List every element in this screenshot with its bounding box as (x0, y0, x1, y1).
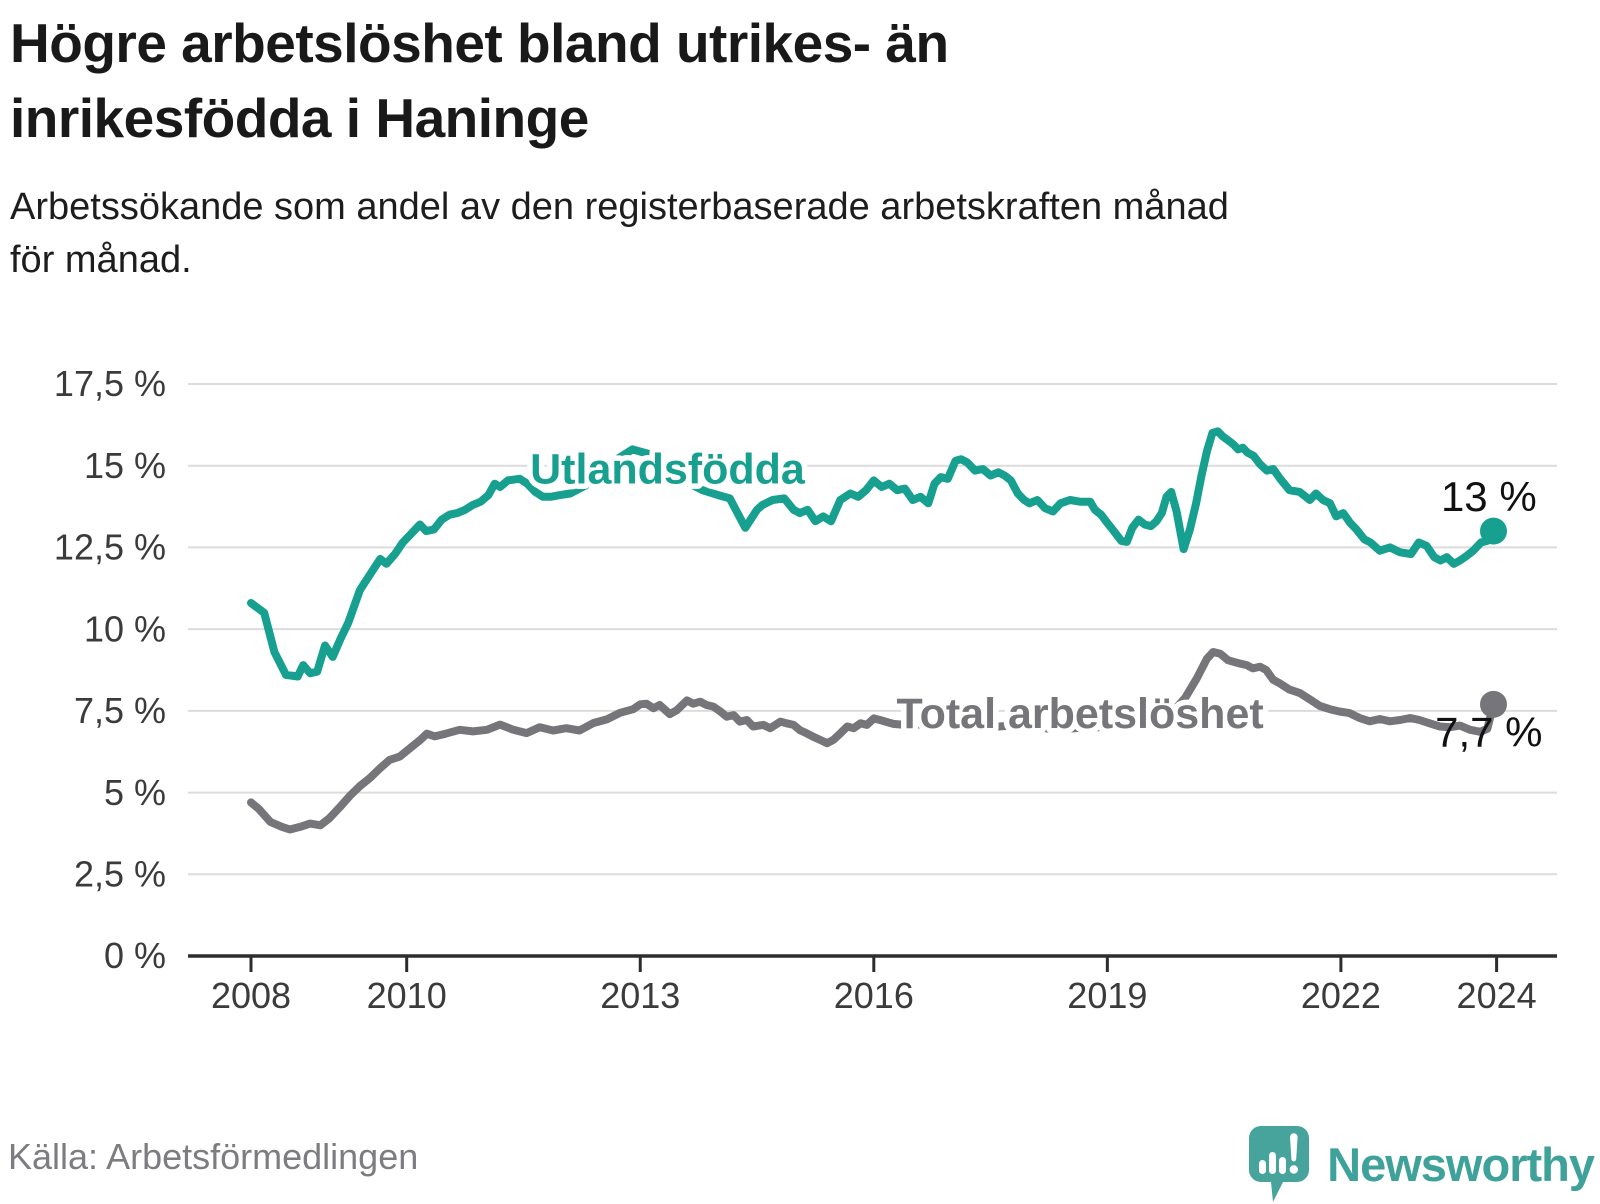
x-axis-tick-label: 2008 (211, 975, 291, 1016)
y-axis-tick-label: 7,5 % (74, 690, 166, 731)
chart-header: Högre arbetslöshet bland utrikes- än inr… (10, 6, 1570, 287)
total-label: Total arbetslöshet (897, 690, 1264, 738)
y-axis-tick-label: 15 % (84, 445, 166, 486)
page-title: Högre arbetslöshet bland utrikes- än inr… (10, 12, 949, 150)
x-axis-tick-label: 2013 (600, 975, 680, 1016)
y-axis-tick-label: 0 % (104, 935, 166, 976)
x-axis-tick-label: 2016 (834, 975, 914, 1016)
source-note: Källa: Arbetsförmedlingen (8, 1136, 419, 1177)
utlandsfodda-label: Utlandsfödda (530, 446, 806, 494)
utlandsfodda-line (247, 427, 1498, 681)
speech-bubble-bar-chart-icon (1249, 1126, 1310, 1202)
newsworthy-logo[interactable]: Newsworthy (1247, 1124, 1595, 1204)
total-line (247, 648, 1498, 834)
x-axis-tick-label: 2024 (1457, 975, 1537, 1016)
y-axis-tick-label: 17,5 % (54, 363, 166, 404)
x-axis-tick-label: 2022 (1301, 975, 1381, 1016)
y-axis-tick-label: 10 % (84, 608, 166, 649)
brand-name: Newsworthy (1327, 1137, 1595, 1191)
total-end-dot (1479, 690, 1507, 718)
y-axis-tick-label: 5 % (104, 772, 166, 813)
utlandsfodda-end-dot (1479, 517, 1507, 545)
utlandsfodda-end-value: 13 % (1441, 473, 1537, 520)
x-axis-tick-label: 2019 (1067, 975, 1147, 1016)
chart-subtitle: Arbetssökande som andel av den registerb… (10, 185, 1229, 281)
y-axis-tick-label: 2,5 % (74, 854, 166, 895)
x-axis-tick-label: 2010 (367, 975, 447, 1016)
total-end-value: 7,7 % (1435, 708, 1542, 755)
y-axis-tick-label: 12,5 % (54, 527, 166, 568)
